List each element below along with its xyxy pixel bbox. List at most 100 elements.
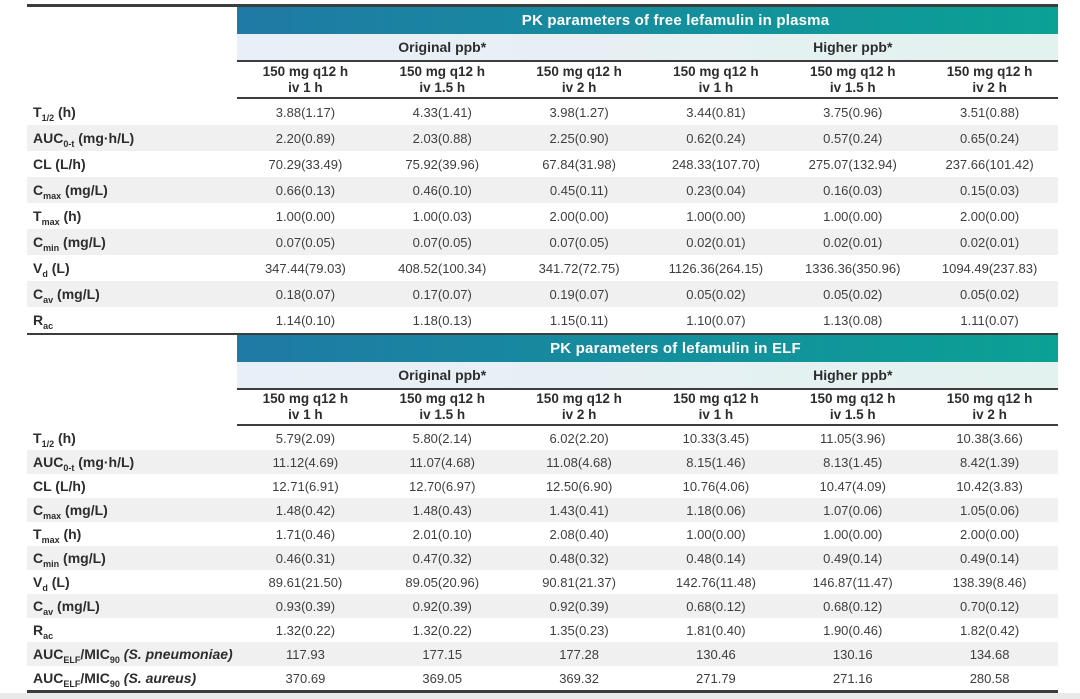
value-cell: 248.33(107.70) [671,156,760,172]
value-cell: 0.02(0.01) [823,234,883,250]
value-cell: 2.01(0.10) [412,526,472,542]
row-label: T1/2 (h) [33,104,76,123]
dose-line: 150 mg q12 h [399,63,486,79]
dose-line: 150 mg q12 h [262,63,349,79]
species-name: (S. pneumoniae) [119,646,233,662]
value-cell: 280.58 [969,670,1010,686]
row-label: Rac [33,312,54,331]
infusion-duration-line: iv 2 h [561,407,597,422]
row-label: Vd (L) [33,574,70,593]
plasma-table-rows: T1/2 (h) 3.88(1.17) 4.33(1.41) 3.98(1.27) 3.… [27,99,1058,333]
value-cell: 0.92(0.39) [412,598,472,614]
value-cell: 12.71(6.91) [272,478,339,494]
value-cell: 0.66(0.13) [275,182,336,198]
value-cell: 2.08(0.40) [549,526,609,542]
value-cell: 0.07(0.05) [275,234,336,250]
row-label: Cav (mg/L) [33,598,100,617]
value-cell: 1.32(0.22) [275,622,336,638]
row-label: CL (L/h) [33,478,86,494]
value-cell: 89.61(21.50) [268,574,343,590]
value-cell: 10.76(4.06) [682,478,750,494]
value-cell: 4.33(1.41) [412,104,472,120]
table-row: Cmax (mg/L) 1.48(0.42) 1.48(0.43) 1.43(0.41… [27,498,1058,522]
value-cell: 1.14(0.10) [275,312,336,328]
value-cell: 341.72(72.75) [538,260,620,276]
value-cell: 0.07(0.05) [549,234,609,250]
infusion-duration-line: iv 1.5 h [829,79,876,95]
value-cell: 271.79 [696,670,736,686]
table-row: T1/2 (h) 5.79(2.09) 5.80(2.14) 6.02(2.20) 10… [27,426,1058,450]
value-cell: 0.45(0.11) [549,182,609,198]
value-cell: 0.23(0.04) [686,182,746,198]
value-cell: 8.15(1.46) [686,454,746,470]
value-cell: 3.88(1.17) [275,104,336,120]
infusion-duration-line: iv 1 h [698,79,734,95]
dose-line: 150 mg q12 h [673,63,759,79]
value-cell: 89.05(20.96) [405,574,480,590]
value-cell: 1.71(0.46) [275,526,336,542]
value-cell: 1.18(0.06) [686,502,746,518]
value-cell: 8.42(1.39) [959,454,1020,470]
table-row: AUC0-t (mg·h/L) 11.12(4.69) 11.07(4.68) 11.… [27,450,1058,474]
value-cell: 2.25(0.90) [549,130,609,146]
dose-line: 150 mg q12 h [262,391,349,406]
value-cell: 0.68(0.12) [686,598,746,614]
row-label: Cmax (mg/L) [33,182,108,201]
value-cell: 0.46(0.31) [275,550,336,566]
value-cell: 0.62(0.24) [686,130,746,146]
dose-line: 150 mg q12 h [946,63,1033,79]
value-cell: 0.05(0.02) [959,286,1020,302]
value-cell: 130.16 [832,646,873,662]
infusion-duration-line: iv 2 h [972,79,1007,95]
value-cell: 0.07(0.05) [412,234,472,250]
row-label: Rac [33,622,54,641]
table-row: Vd (L) 347.44(79.03) 408.52(100.34) 341.72(… [27,255,1058,281]
value-cell: 0.02(0.01) [959,234,1020,250]
value-cell: 5.80(2.14) [412,430,472,446]
value-cell: 1.00(0.00) [823,208,883,224]
group-header-higher-ppb: Higher ppb* [813,367,893,383]
value-cell: 0.48(0.14) [686,550,746,566]
column-header: 150 mg q12 h iv 1.5 h [784,64,921,96]
value-cell: 0.19(0.07) [549,286,609,302]
value-cell: 2.03(0.88) [412,130,472,146]
row-label: Vd (L) [33,260,70,279]
plasma-table-title-bar: PK parameters of free lefamulin in plasm… [237,7,1058,34]
value-cell: 2.00(0.00) [959,208,1020,224]
value-cell: 0.93(0.39) [275,598,336,614]
value-cell: 2.20(0.89) [275,130,336,146]
dose-line: 150 mg q12 h [536,63,622,79]
row-label: AUC0-t (mg·h/L) [33,130,135,149]
row-label: CL (L/h) [33,156,86,172]
value-cell: 0.02(0.01) [686,234,746,250]
value-cell: 117.93 [286,646,325,662]
value-cell: 275.07(132.94) [808,156,897,172]
value-cell: 271.16 [832,670,873,686]
value-cell: 3.75(0.96) [823,104,883,120]
infusion-duration-line: iv 1.5 h [419,79,466,95]
table-row: Cmin (mg/L) 0.46(0.31) 0.47(0.32) 0.48(0.32… [27,546,1058,570]
group-header-original-ppb: Original ppb* [398,39,487,55]
value-cell: 1.05(0.06) [959,502,1020,518]
value-cell: 0.15(0.03) [959,182,1020,198]
value-cell: 237.66(101.42) [945,156,1034,172]
infusion-duration-line: iv 1 h [698,407,734,422]
pk-tables-figure: PK parameters of free lefamulin in plasm… [27,4,1058,693]
column-header: 150 mg q12 h iv 1.5 h [374,391,511,423]
row-label: T1/2 (h) [33,430,76,449]
value-cell: 369.32 [559,670,599,686]
value-cell: 10.47(4.09) [819,478,886,494]
value-cell: 134.68 [969,646,1010,662]
value-cell: 10.38(3.66) [956,430,1023,446]
row-label: Cmin (mg/L) [33,550,106,569]
table-row: AUCELF/MIC90 (S. aureus) 370.69 369.05 369.… [27,666,1058,690]
value-cell: 1.00(0.00) [686,526,746,542]
table-row: T1/2 (h) 3.88(1.17) 4.33(1.41) 3.98(1.27) 3.… [27,99,1058,125]
page-bottom-strip [0,693,1080,699]
value-cell: 1.13(0.08) [823,312,883,328]
elf-table-rows: T1/2 (h) 5.79(2.09) 5.80(2.14) 6.02(2.20) 10… [27,426,1058,690]
infusion-duration-line: iv 1.5 h [829,407,876,422]
column-header: 150 mg q12 h iv 1 h [237,64,374,96]
species-name: (S. aureus) [119,670,197,686]
value-cell: 0.68(0.12) [823,598,883,614]
